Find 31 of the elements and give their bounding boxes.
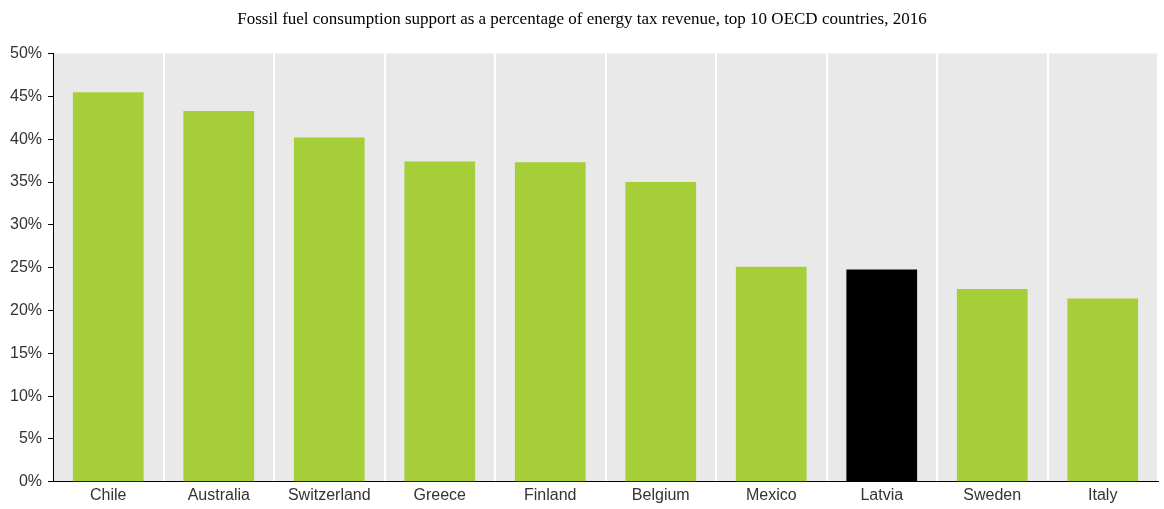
y-tick-label: 50% xyxy=(9,44,43,62)
y-tick-label: 25% xyxy=(9,258,43,276)
y-tick-label: 5% xyxy=(18,429,43,447)
chart-title: Fossil fuel consumption support as a percentage of energy tax revenue, top 10 OECD countries, 2016 xyxy=(236,8,928,30)
y-tick-label: 20% xyxy=(9,300,43,318)
y-tick-label: 45% xyxy=(9,86,43,104)
bar xyxy=(404,161,476,482)
bar xyxy=(625,182,697,482)
x-tick-label: Australia xyxy=(187,485,250,503)
x-tick-label: Switzerland xyxy=(287,485,371,503)
y-tick-label: 15% xyxy=(9,343,43,361)
x-tick-label: Mexico xyxy=(745,485,797,503)
bar xyxy=(735,266,807,482)
x-tick-label: Finland xyxy=(524,485,577,503)
bar xyxy=(956,289,1028,482)
x-tick-label: Belgium xyxy=(631,485,690,503)
y-tick-label: 0% xyxy=(18,472,43,490)
x-tick-label: Greece xyxy=(413,485,467,503)
bar xyxy=(1067,298,1139,482)
x-tick-label: Chile xyxy=(90,485,127,503)
x-tick-label: Latvia xyxy=(860,485,904,503)
y-tick-label: 30% xyxy=(9,215,43,233)
bar xyxy=(183,110,255,482)
x-tick-label: Italy xyxy=(1088,485,1118,503)
y-tick-label: 40% xyxy=(9,129,43,147)
y-tick-label: 35% xyxy=(9,172,43,190)
x-tick-label: Sweden xyxy=(963,485,1022,503)
bar xyxy=(293,137,365,482)
bar xyxy=(72,92,144,482)
bar xyxy=(514,162,586,482)
y-tick-label: 10% xyxy=(9,386,43,404)
